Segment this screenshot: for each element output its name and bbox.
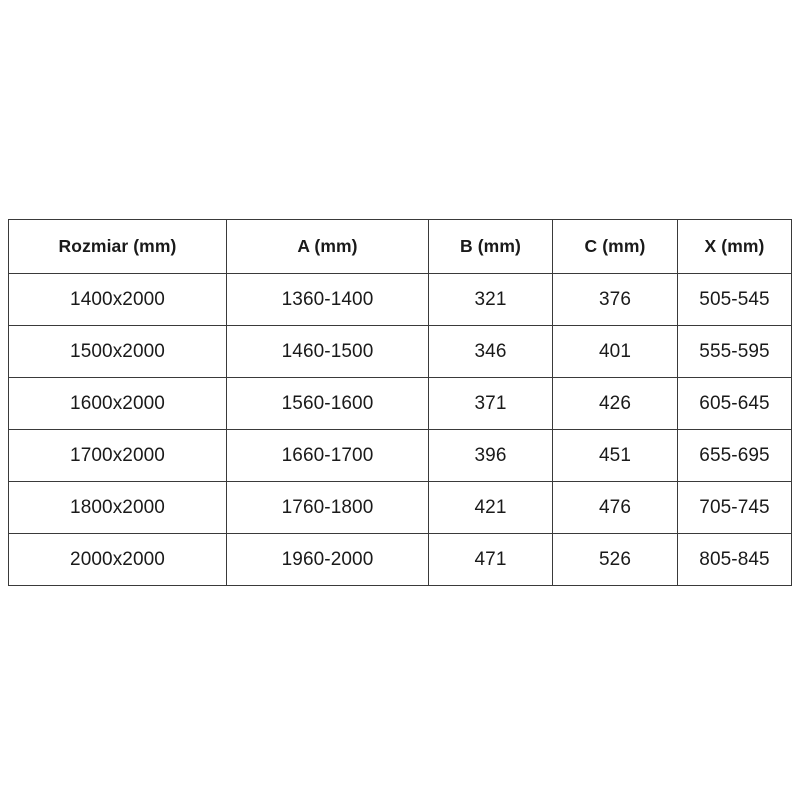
cell-x: 655-695	[677, 429, 792, 482]
table-row: 1700x2000 1660-1700 396 451 655-695	[8, 429, 792, 482]
column-header-c: C (mm)	[552, 219, 678, 274]
cell-size: 1700x2000	[8, 429, 227, 482]
cell-x: 555-595	[677, 325, 792, 378]
cell-b: 471	[428, 533, 553, 586]
cell-a: 1960-2000	[226, 533, 429, 586]
column-header-a: A (mm)	[226, 219, 429, 274]
cell-x: 605-645	[677, 377, 792, 430]
cell-c: 426	[552, 377, 678, 430]
cell-a: 1660-1700	[226, 429, 429, 482]
cell-x: 705-745	[677, 481, 792, 534]
cell-size: 1600x2000	[8, 377, 227, 430]
table-row: 2000x2000 1960-2000 471 526 805-845	[8, 533, 792, 586]
dimensions-table-container: Rozmiar (mm) A (mm) B (mm) C (mm) X (mm)…	[8, 219, 792, 586]
column-header-x: X (mm)	[677, 219, 792, 274]
table-row: 1400x2000 1360-1400 321 376 505-545	[8, 273, 792, 326]
cell-c: 526	[552, 533, 678, 586]
cell-b: 421	[428, 481, 553, 534]
cell-b: 321	[428, 273, 553, 326]
cell-b: 371	[428, 377, 553, 430]
cell-c: 451	[552, 429, 678, 482]
cell-x: 505-545	[677, 273, 792, 326]
dimensions-table: Rozmiar (mm) A (mm) B (mm) C (mm) X (mm)…	[8, 219, 792, 586]
cell-c: 376	[552, 273, 678, 326]
cell-b: 346	[428, 325, 553, 378]
cell-size: 1400x2000	[8, 273, 227, 326]
cell-size: 1500x2000	[8, 325, 227, 378]
cell-a: 1460-1500	[226, 325, 429, 378]
table-body: 1400x2000 1360-1400 321 376 505-545 1500…	[8, 273, 792, 586]
cell-a: 1360-1400	[226, 273, 429, 326]
cell-x: 805-845	[677, 533, 792, 586]
table-header-row: Rozmiar (mm) A (mm) B (mm) C (mm) X (mm)	[8, 219, 792, 274]
cell-a: 1560-1600	[226, 377, 429, 430]
cell-a: 1760-1800	[226, 481, 429, 534]
cell-c: 401	[552, 325, 678, 378]
column-header-b: B (mm)	[428, 219, 553, 274]
table-row: 1600x2000 1560-1600 371 426 605-645	[8, 377, 792, 430]
table-row: 1500x2000 1460-1500 346 401 555-595	[8, 325, 792, 378]
table-header: Rozmiar (mm) A (mm) B (mm) C (mm) X (mm)	[8, 219, 792, 274]
column-header-size: Rozmiar (mm)	[8, 219, 227, 274]
cell-b: 396	[428, 429, 553, 482]
cell-size: 1800x2000	[8, 481, 227, 534]
cell-c: 476	[552, 481, 678, 534]
cell-size: 2000x2000	[8, 533, 227, 586]
table-row: 1800x2000 1760-1800 421 476 705-745	[8, 481, 792, 534]
